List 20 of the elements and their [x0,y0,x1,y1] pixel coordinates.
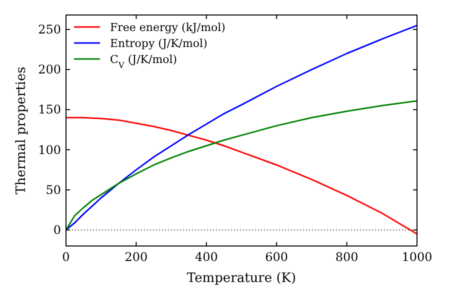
line-series [66,24,417,231]
line-series [66,116,417,235]
legend-label: Entropy (J/K/mol) [110,37,208,50]
y-tick-label: 50 [46,182,61,197]
x-tick-label: 800 [335,250,358,264]
legend-label: Free energy (kJ/mol) [110,21,226,34]
x-tick-label: 600 [265,250,288,264]
y-tick-label: 250 [38,22,61,36]
x-tick-label: 200 [124,250,148,264]
x-axis-title: Temperature (K) [186,271,296,286]
y-tick-label: 100 [38,142,61,157]
y-tick-label: 200 [38,62,61,77]
y-tick-label: 150 [38,102,61,117]
x-tick-label: 1000 [402,250,432,264]
legend-label: C$_{V}$ (J/K/mol) [110,53,178,70]
y-axis-title: Thermal properties [14,66,29,194]
y-tick-label: 0 [53,222,61,237]
line-series [66,100,417,231]
x-tick-label: 400 [194,250,218,264]
x-tick-label: 0 [62,250,70,264]
